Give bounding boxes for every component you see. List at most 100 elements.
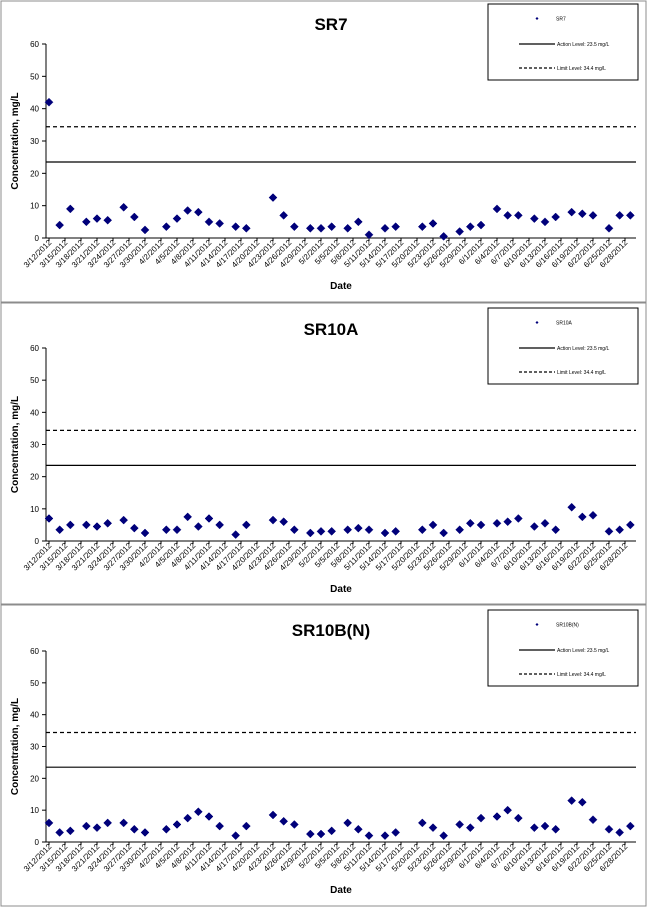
data-point — [289, 525, 299, 535]
data-point — [55, 220, 65, 230]
data-point — [65, 520, 75, 530]
data-point — [316, 223, 326, 233]
data-point — [428, 823, 438, 833]
data-point — [588, 510, 598, 520]
data-point — [455, 227, 465, 236]
x-axis-label: Date — [330, 281, 352, 292]
data-point — [455, 525, 465, 535]
data-point — [172, 820, 182, 829]
data-point — [103, 215, 113, 225]
y-tick-label: 50 — [30, 679, 39, 688]
data-point — [316, 526, 326, 536]
data-point — [476, 220, 486, 230]
data-point — [529, 214, 539, 223]
data-point — [183, 813, 193, 823]
data-point — [204, 514, 214, 523]
chart-title: SR10A — [304, 320, 359, 339]
data-point — [529, 823, 539, 833]
data-point — [465, 222, 475, 232]
data-point — [65, 204, 75, 214]
data-point — [55, 828, 65, 837]
data-point — [268, 810, 278, 820]
data-point — [604, 526, 614, 536]
data-point — [241, 821, 251, 831]
data-point — [588, 211, 598, 220]
y-tick-label: 10 — [30, 806, 39, 815]
data-point — [231, 222, 241, 232]
data-point — [513, 514, 523, 523]
data-point — [465, 518, 475, 528]
data-point — [503, 805, 513, 815]
legend-action-label: Action Level: 23.5 mg/L — [557, 648, 609, 654]
data-point — [268, 515, 278, 525]
data-point — [172, 525, 182, 535]
data-point — [343, 818, 353, 828]
data-point — [44, 818, 54, 828]
data-point — [417, 222, 427, 232]
data-point — [327, 222, 337, 232]
data-point — [204, 812, 214, 821]
data-point — [503, 517, 513, 527]
data-point — [492, 812, 502, 821]
chart-title: SR7 — [314, 15, 347, 34]
data-point — [183, 206, 193, 215]
data-point — [604, 824, 614, 834]
data-point — [81, 217, 91, 227]
y-tick-label: 60 — [30, 40, 39, 49]
data-point — [279, 211, 289, 220]
data-point — [529, 522, 539, 531]
data-point — [81, 520, 91, 530]
data-point — [540, 217, 550, 227]
legend-limit-label: Limit Level: 34.4 mg/L — [557, 370, 606, 376]
y-tick-label: 60 — [30, 647, 39, 656]
data-point — [305, 223, 315, 233]
data-point — [161, 222, 171, 232]
data-point — [439, 232, 449, 241]
data-point — [364, 230, 374, 240]
data-point — [540, 518, 550, 528]
data-point — [193, 522, 203, 531]
data-point — [193, 207, 203, 217]
y-tick-label: 40 — [30, 105, 39, 114]
legend-series-label: SR7 — [556, 17, 566, 23]
data-point — [140, 528, 150, 538]
data-point — [316, 829, 326, 839]
data-point — [428, 520, 438, 530]
legend-series-label: SR10B(N) — [556, 623, 579, 629]
data-point — [380, 831, 390, 840]
data-point — [129, 523, 139, 533]
data-point — [551, 824, 561, 834]
data-point — [103, 518, 113, 528]
data-point — [439, 528, 449, 538]
data-point — [615, 828, 625, 837]
data-point — [353, 523, 363, 533]
data-point — [289, 222, 299, 232]
data-point — [540, 821, 550, 831]
data-point — [327, 826, 337, 836]
chart-panel-3: SR10B(N)01020304050603/12/20123/15/20123… — [0, 604, 647, 907]
data-point — [231, 530, 241, 539]
data-point — [551, 212, 561, 222]
y-tick-label: 10 — [30, 505, 39, 514]
legend-box — [487, 3, 639, 81]
data-point — [92, 823, 102, 833]
data-point — [215, 219, 225, 228]
legend-limit-label: Limit Level: 34.4 mg/L — [557, 66, 606, 72]
y-tick-label: 50 — [30, 72, 39, 81]
data-point — [305, 528, 315, 538]
data-point — [353, 824, 363, 834]
y-tick-label: 20 — [30, 473, 39, 482]
data-point — [391, 526, 401, 536]
data-point — [503, 211, 513, 220]
data-point — [492, 204, 502, 214]
data-point — [268, 193, 278, 202]
data-point — [65, 826, 75, 836]
legend-action-label: Action Level: 23.5 mg/L — [557, 346, 609, 352]
data-point — [183, 512, 193, 522]
data-point — [364, 525, 374, 535]
data-point — [231, 831, 241, 840]
data-point — [92, 522, 102, 531]
y-tick-label: 30 — [30, 137, 39, 146]
data-point — [44, 514, 54, 523]
